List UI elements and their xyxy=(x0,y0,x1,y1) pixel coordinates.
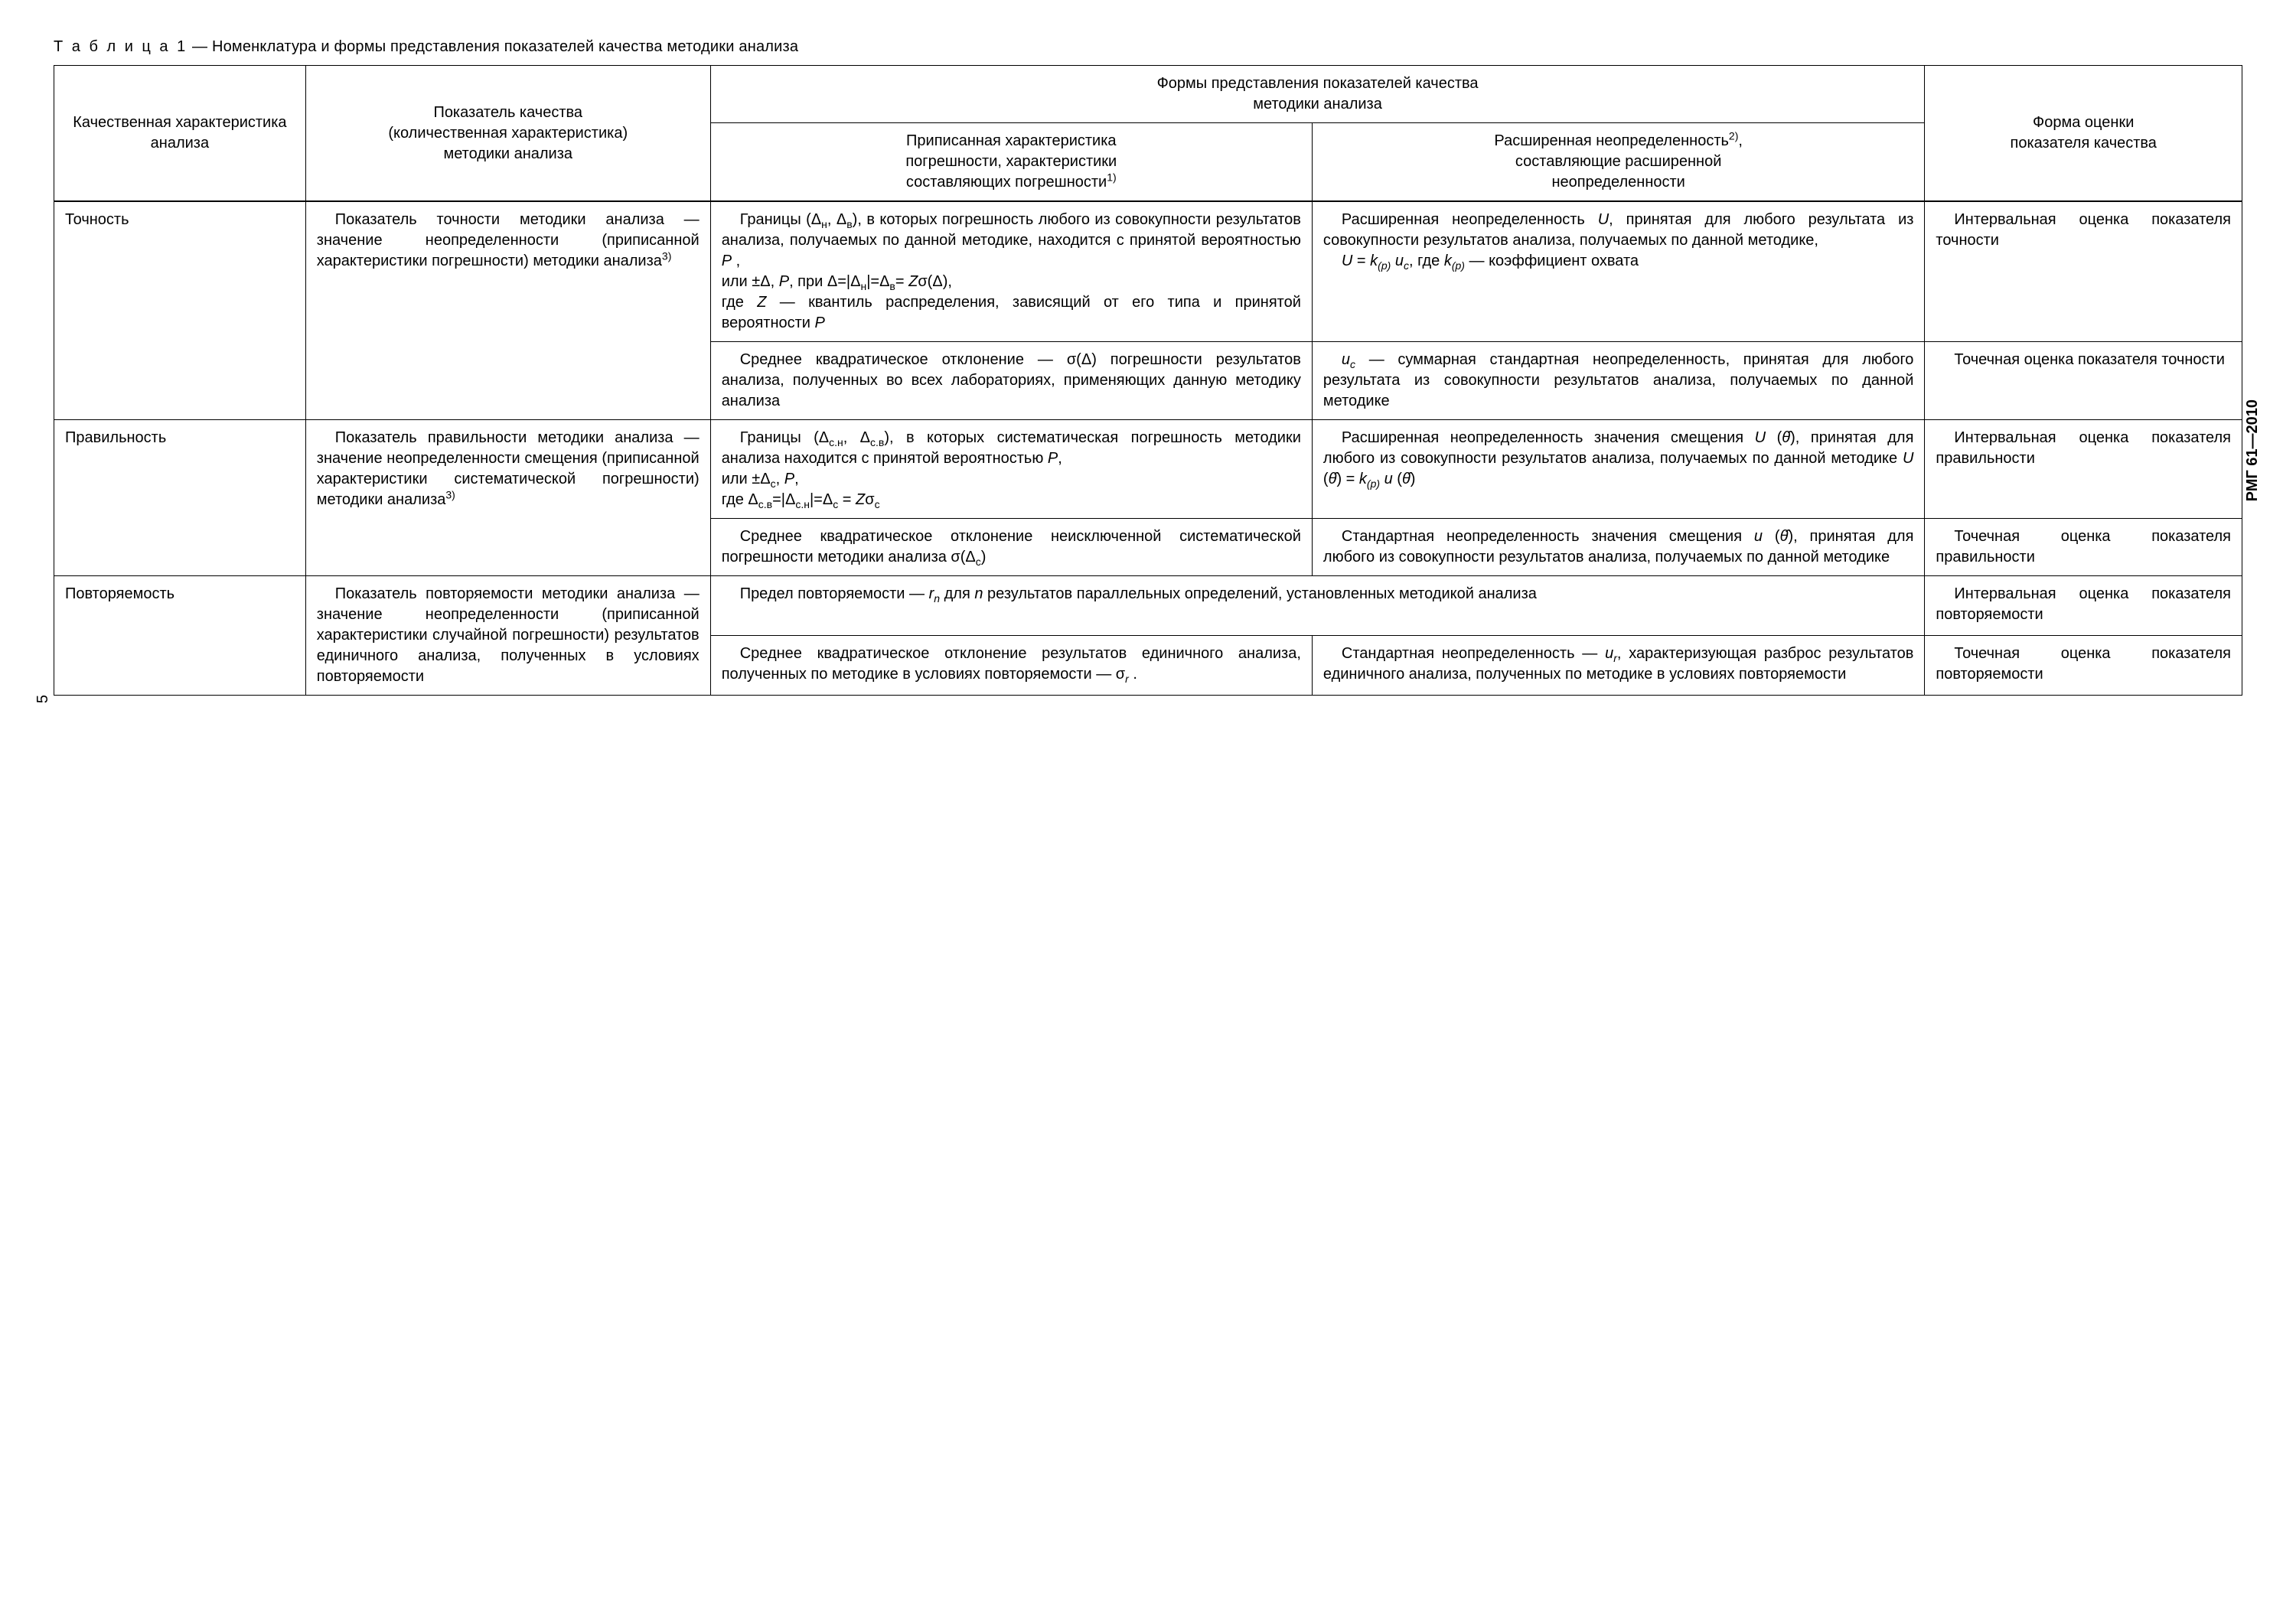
cell-r2-c5b: Точечная оценка показателя правильности xyxy=(1925,519,2242,576)
table-label: Т а б л и ц а 1 xyxy=(54,38,188,55)
hdr-col1: Качественная характеристика анализа xyxy=(54,66,306,202)
cell-r3-c1: Повторяемость xyxy=(54,576,306,696)
cell-r3-c34a: Предел повторяемости — rn для n результа… xyxy=(710,576,1925,636)
cell-r2-c5a: Интервальная оценка показателя правильно… xyxy=(1925,420,2242,519)
cell-r2-c2: Показатель правильности методики анализа… xyxy=(305,420,710,576)
cell-r1-c1: Точность xyxy=(54,201,306,420)
cell-r1-c3a: Границы (Δн, Δв), в которых погрешность … xyxy=(710,201,1312,342)
page: РМГ 61—2010 5 Т а б л и ц а 1 — Номенкла… xyxy=(54,38,2242,696)
cell-r3-c5a: Интервальная оценка показателя повторяем… xyxy=(1925,576,2242,636)
cell-r1-c5a: Интервальная оценка показателя точности xyxy=(1925,201,2242,342)
cell-r3-c5b: Точечная оценка показателя повторяемости xyxy=(1925,636,2242,696)
table-caption: Т а б л и ц а 1 — Номенклатура и формы п… xyxy=(54,38,2242,56)
cell-r2-c4b: Стандартная неопределенность значения см… xyxy=(1312,519,1925,576)
cell-r1-c4a: Расширенная неопределенность U, принятая… xyxy=(1312,201,1925,342)
header-row-1: Качественная характеристика анализа Пока… xyxy=(54,66,2242,123)
hdr-col5: Форма оценки показателя качества xyxy=(1925,66,2242,202)
quality-indicators-table: Качественная характеристика анализа Пока… xyxy=(54,65,2242,696)
cell-r3-c3b: Среднее квадратическое отклонение резуль… xyxy=(710,636,1312,696)
page-number-sidenote: 5 xyxy=(34,695,52,703)
cell-r3-c2: Показатель повторяемости методики анализ… xyxy=(305,576,710,696)
row-accuracy-a: Точность Показатель точности методики ан… xyxy=(54,201,2242,342)
table-label-rest: — Номенклатура и формы представления пок… xyxy=(188,38,798,55)
cell-r2-c3a: Границы (Δс.н, Δс.в), в которых системат… xyxy=(710,420,1312,519)
cell-r2-c1: Правильность xyxy=(54,420,306,576)
cell-r2-c4a: Расширенная неопределенность значения см… xyxy=(1312,420,1925,519)
hdr-col3: Приписанная характеристика погрешности, … xyxy=(710,123,1312,202)
cell-r1-c4b: uc — суммарная стандартная неопределенно… xyxy=(1312,342,1925,420)
hdr-col34-top: Формы представления показателей качества… xyxy=(710,66,1925,123)
cell-r2-c3b: Среднее квадратическое отклонение неискл… xyxy=(710,519,1312,576)
doc-code-sidenote: РМГ 61—2010 xyxy=(2244,399,2262,501)
cell-r1-c5b: Точечная оценка показателя точности xyxy=(1925,342,2242,420)
cell-r1-c2: Показатель точности методики анализа — з… xyxy=(305,201,710,420)
cell-r3-c4b: Стандартная неопределенность — ur, харак… xyxy=(1312,636,1925,696)
hdr-col4: Расширенная неопределенность2), составля… xyxy=(1312,123,1925,202)
hdr-col2: Показатель качества (количественная хара… xyxy=(305,66,710,202)
row-repeatability-a: Повторяемость Показатель повторяемости м… xyxy=(54,576,2242,636)
cell-r1-c3b: Среднее квадратическое отклонение — σ(Δ)… xyxy=(710,342,1312,420)
row-trueness-a: Правильность Показатель правильности мет… xyxy=(54,420,2242,519)
